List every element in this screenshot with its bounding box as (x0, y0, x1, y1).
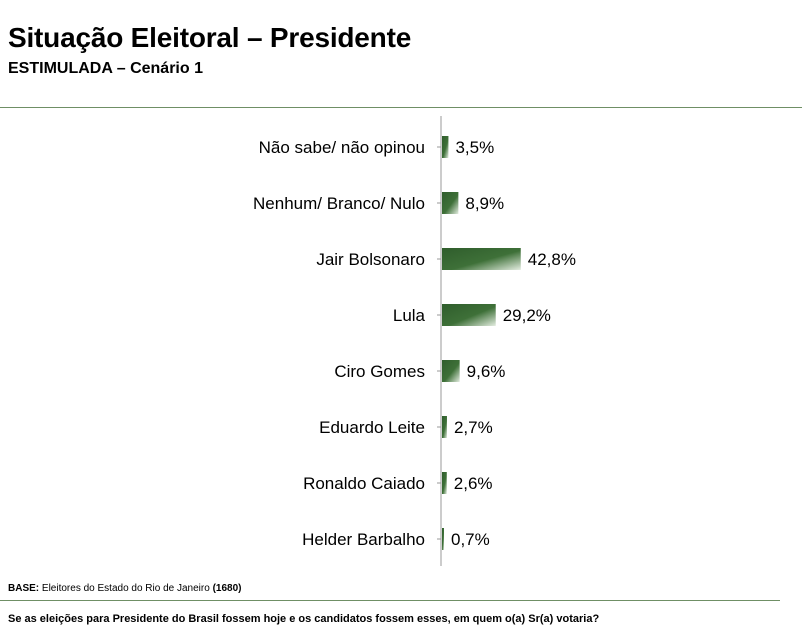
bar (442, 248, 521, 270)
page-subtitle: ESTIMULADA – Cenário 1 (8, 60, 203, 77)
category-label: Ronaldo Caiado (303, 474, 425, 493)
bar (442, 304, 496, 326)
bar (442, 528, 444, 550)
base-label: BASE: (8, 583, 40, 594)
bar (442, 136, 449, 158)
bar (442, 472, 447, 494)
category-label: Lula (393, 306, 426, 325)
category-label: Jair Bolsonaro (316, 250, 425, 269)
value-label: 3,5% (455, 138, 494, 157)
page-title: Situação Eleitoral – Presidente (8, 22, 412, 53)
category-label: Não sabe/ não opinou (259, 138, 425, 157)
category-label: Helder Barbalho (302, 530, 425, 549)
bar (442, 360, 460, 382)
top-divider (0, 107, 802, 108)
base-count: (1680) (212, 583, 242, 594)
survey-question: Se as eleições para Presidente do Brasil… (8, 613, 600, 625)
bar (442, 192, 459, 214)
bar (442, 416, 447, 438)
category-label: Ciro Gomes (334, 362, 425, 381)
base-note: BASE: Eleitores do Estado do Rio de Jane… (8, 583, 241, 594)
value-label: 2,7% (454, 418, 493, 437)
base-text: Eleitores do Estado do Rio de Janeiro (41, 583, 210, 594)
category-label: Eduardo Leite (319, 418, 425, 437)
category-label: Nenhum/ Branco/ Nulo (253, 194, 425, 213)
value-label: 2,6% (454, 474, 493, 493)
value-label: 9,6% (467, 362, 506, 381)
bottom-divider (0, 600, 780, 601)
bar-chart: Não sabe/ não opinou 3,5% Nenhum/ Branco/ … (253, 116, 576, 566)
value-label: 42,8% (528, 250, 576, 269)
value-label: 29,2% (503, 306, 551, 325)
value-label: 8,9% (465, 194, 504, 213)
value-label: 0,7% (451, 530, 490, 549)
